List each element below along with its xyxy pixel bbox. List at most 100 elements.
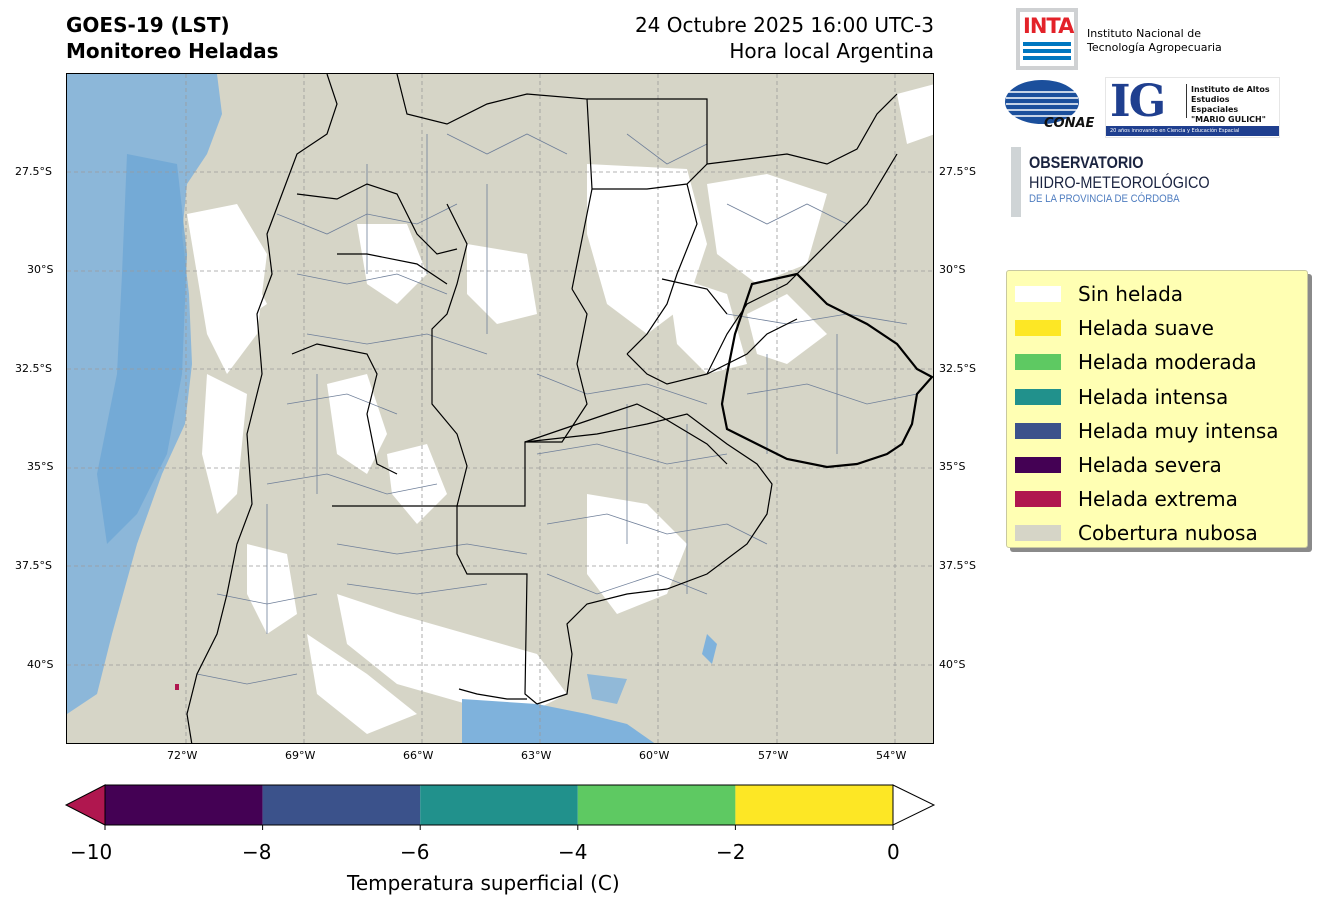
conae-logo: CONAE <box>1004 78 1095 136</box>
lon-label: 66°W <box>403 749 434 762</box>
legend-label: Helada muy intensa <box>1078 418 1279 443</box>
frost-legend: Sin helada Helada suave Helada moderada … <box>1006 270 1308 548</box>
legend-label: Cobertura nubosa <box>1078 521 1258 546</box>
legend-swatch <box>1015 491 1061 508</box>
colorbar-tick: −8 <box>242 840 272 864</box>
province-boundaries <box>186 74 898 743</box>
lon-label: 72°W <box>167 749 198 762</box>
title-line-2: Monitoreo Heladas <box>66 39 279 63</box>
patagonia-coast <box>458 688 527 700</box>
lon-label: 60°W <box>639 749 670 762</box>
colorbar-graphic <box>64 784 936 830</box>
lat-label-right: 27.5°S <box>939 165 976 178</box>
graticule <box>67 74 933 743</box>
ig-logo: IG Instituto de Altos Estudios Espaciale… <box>1105 76 1280 138</box>
colorbar-bin <box>420 785 578 825</box>
lat-label-right: 37.5°S <box>939 559 976 572</box>
inta-abbr: INTA <box>1023 14 1074 38</box>
date-line: 24 Octubre 2025 16:00 UTC-3 <box>634 13 934 37</box>
colorbar-bin <box>735 785 893 825</box>
colorbar-tick: −2 <box>716 840 746 864</box>
map-canvas <box>67 74 933 743</box>
legend-item: Helada moderada <box>1015 345 1299 379</box>
uruguay-border <box>720 272 933 469</box>
lat-label-left: 37.5°S <box>15 559 52 572</box>
colorbar-bin <box>262 785 421 825</box>
colorbar-over-triangle <box>892 784 936 826</box>
ig-line3: "MARIO GULICH" <box>1191 115 1266 124</box>
legend-label: Helada intensa <box>1078 384 1229 409</box>
ig-line2: Estudios Espaciales <box>1191 95 1239 114</box>
legend-item: Sin helada <box>1015 277 1299 311</box>
obs-line1: OBSERVATORIO <box>1029 153 1144 172</box>
colorbar-tick: −4 <box>558 840 588 864</box>
lat-label-left: 35°S <box>27 460 54 473</box>
colorbar-frame <box>104 784 894 826</box>
legend-item: Helada intensa <box>1015 380 1299 414</box>
legend-item: Helada extrema <box>1015 482 1299 516</box>
legend-swatch <box>1015 286 1061 303</box>
cloud-cover-area <box>67 74 933 743</box>
observatorio-logo: OBSERVATORIO HIDRO-METEOROLÓGICO DE LA P… <box>1029 153 1242 206</box>
colorbar-bin <box>105 785 263 825</box>
lat-label-left: 27.5°S <box>15 165 52 178</box>
colorbar-label: Temperatura superficial (C) <box>347 871 620 895</box>
legend-label: Helada suave <box>1078 316 1214 341</box>
legend-item: Helada suave <box>1015 311 1299 345</box>
legend-item: Helada muy intensa <box>1015 414 1299 448</box>
ig-abbr: IG <box>1110 76 1166 127</box>
lat-label-right: 32.5°S <box>939 362 976 375</box>
title-line-1: GOES-19 (LST) <box>66 13 230 37</box>
local-time-line: Hora local Argentina <box>729 39 934 63</box>
obs-line2: HIDRO-METEOROLÓGICO <box>1029 173 1210 192</box>
ig-name: Instituto de Altos Estudios Espaciales "… <box>1191 85 1279 125</box>
legend-swatch <box>1015 388 1061 405</box>
no-frost-areas <box>187 84 933 734</box>
inta-logo: INTA <box>1016 8 1078 70</box>
water-cold-areas <box>462 634 717 743</box>
lat-label-right: 40°S <box>939 658 966 671</box>
legend-label: Helada severa <box>1078 453 1222 478</box>
legend-swatch <box>1015 354 1061 371</box>
datetime-title: 24 Octubre 2025 16:00 UTC-3 Hora local A… <box>560 12 934 64</box>
andes-cold-core <box>97 154 187 544</box>
inta-name-line2: Tecnología Agropecuaria <box>1087 41 1222 54</box>
ig-line1: Instituto de Altos <box>1191 85 1270 94</box>
legend-item: Helada severa <box>1015 448 1299 482</box>
lon-label: 57°W <box>758 749 789 762</box>
conae-globe-icon <box>1005 80 1079 124</box>
ig-tagline: 20 años innovando en Ciencia y Educación… <box>1106 126 1279 136</box>
observatorio-bar <box>1011 147 1021 217</box>
inta-name: Instituto Nacional de Tecnología Agropec… <box>1087 27 1222 55</box>
coastline <box>524 413 773 705</box>
legend-label: Sin helada <box>1078 282 1184 307</box>
department-boundaries <box>196 133 918 685</box>
extreme-frost-spot <box>175 684 179 690</box>
map-title: GOES-19 (LST) Monitoreo Heladas <box>66 12 279 64</box>
colorbar-bin <box>577 785 736 825</box>
colorbar <box>60 780 940 832</box>
lon-label: 69°W <box>285 749 316 762</box>
legend-label: Helada extrema <box>1078 487 1238 512</box>
lon-label: 63°W <box>521 749 552 762</box>
conae-text: CONAE <box>1044 116 1095 131</box>
legend-swatch <box>1015 457 1061 474</box>
lat-label-left: 32.5°S <box>15 362 52 375</box>
colorbar-tick: −6 <box>400 840 430 864</box>
legend-swatch <box>1015 422 1061 439</box>
colorbar-tick: 0 <box>887 840 900 864</box>
frost-map <box>66 73 934 744</box>
inta-name-line1: Instituto Nacional de <box>1087 27 1201 40</box>
lon-label: 54°W <box>876 749 907 762</box>
legend-swatch <box>1015 320 1061 337</box>
obs-line3: DE LA PROVINCIA DE CÓRDOBA <box>1029 193 1180 205</box>
legend-label: Helada moderada <box>1078 350 1257 375</box>
lat-label-right: 35°S <box>939 460 966 473</box>
colorbar-tick: −10 <box>70 840 113 864</box>
lat-label-left: 30°S <box>27 263 54 276</box>
legend-item: Cobertura nubosa <box>1015 516 1299 550</box>
legend-swatch <box>1015 525 1061 542</box>
lat-label-right: 30°S <box>939 263 966 276</box>
colorbar-under-triangle <box>64 784 106 826</box>
lat-label-left: 40°S <box>27 658 54 671</box>
